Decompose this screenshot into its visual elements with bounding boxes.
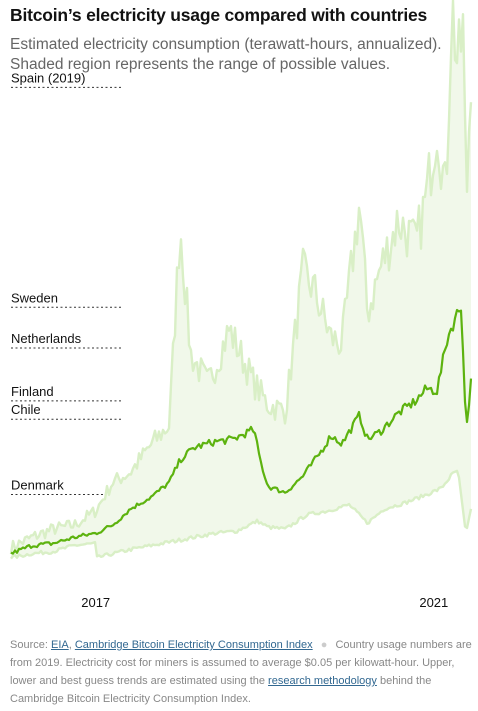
chart-title: Bitcoin’s electricity usage compared wit… (10, 5, 428, 25)
footnote: Source: EIA, Cambridge Bitcoin Electrici… (10, 636, 472, 708)
reference-label: Denmark (11, 478, 64, 493)
source-label: Source: (10, 639, 48, 651)
footnote-text-1: Country usage numbers are from 2019. Ele… (10, 639, 472, 687)
best-guess-line (10, 308, 473, 555)
reference-lines: Spain (2019) Sweden Netherlands Finland Chil… (11, 70, 121, 496)
x-tick-label: 2021 (419, 595, 448, 610)
eia-link[interactable]: EIA (50, 639, 69, 651)
upper-bound-line (9, 0, 473, 555)
research-methodology-link[interactable]: research methodology (268, 675, 377, 687)
chart: Spain (2019) Sweden Netherlands Finland Chil… (9, 0, 473, 610)
lower-bound-line (10, 469, 473, 560)
cambridge-index-link[interactable]: Cambridge Bitcoin Electricity Consumptio… (74, 639, 313, 651)
reference-label: Netherlands (11, 331, 82, 346)
reference-label: Finland (11, 384, 54, 399)
source-separator: , (68, 639, 72, 651)
footnote-text-2: behind the Cambridge Bitcoin Electricity… (10, 675, 432, 705)
x-tick-label: 2017 (81, 595, 110, 610)
bullet-separator-icon: ● (320, 639, 328, 651)
reference-label: Chile (11, 402, 41, 417)
x-axis-ticks: 2017 2021 (81, 595, 448, 610)
series-lines (9, 0, 473, 560)
chart-subtitle: Estimated electricity consumption (teraw… (10, 36, 442, 73)
reference-label: Sweden (11, 290, 58, 305)
reference-label: Spain (2019) (11, 70, 85, 85)
